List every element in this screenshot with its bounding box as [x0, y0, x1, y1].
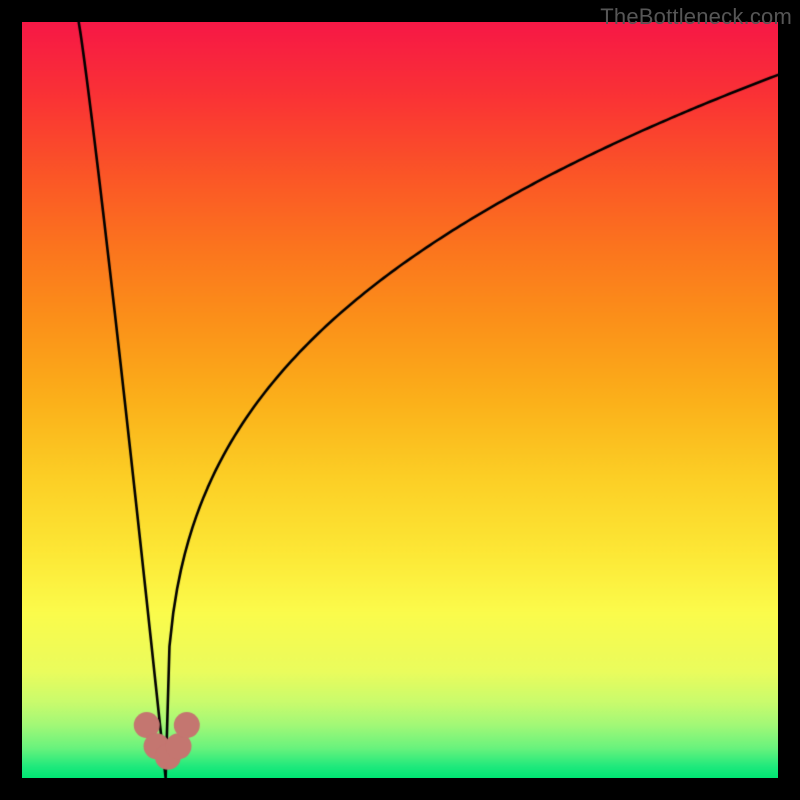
- bottleneck-chart-canvas: [22, 22, 778, 778]
- watermark-label: TheBottleneck.com: [600, 4, 792, 30]
- chart-root: TheBottleneck.com: [0, 0, 800, 800]
